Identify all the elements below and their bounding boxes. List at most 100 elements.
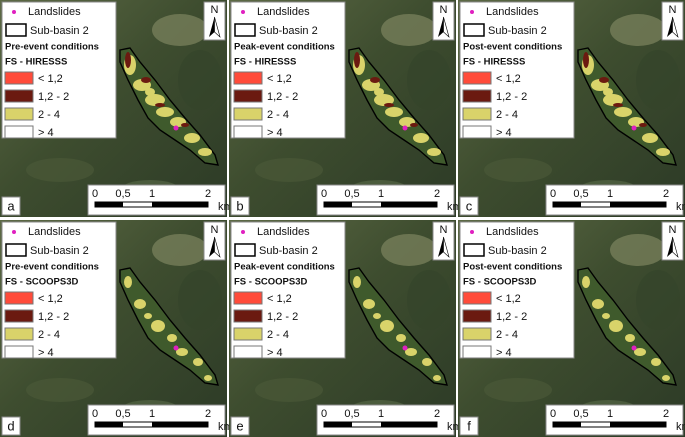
scale-label: 0 bbox=[321, 408, 327, 420]
north-label: N bbox=[440, 4, 448, 16]
fs-patch bbox=[625, 334, 635, 342]
fs-patch bbox=[602, 313, 610, 319]
fs-patch bbox=[354, 52, 360, 68]
scale-label: 2 bbox=[205, 408, 211, 420]
sub-basin-area bbox=[577, 267, 677, 386]
fs-patch bbox=[176, 348, 188, 356]
fs-patch bbox=[184, 133, 200, 143]
legend-class-label: > 4 bbox=[267, 127, 283, 139]
north-arrow bbox=[443, 236, 450, 258]
terrain-patch bbox=[407, 270, 451, 330]
scale-box bbox=[87, 184, 226, 216]
scale-bar-segment bbox=[553, 422, 581, 427]
scale-unit: km bbox=[676, 421, 685, 433]
scale-label: 0 bbox=[321, 188, 327, 200]
legend-swatch bbox=[4, 89, 34, 103]
landslide-symbol bbox=[12, 10, 16, 14]
terrain-patch bbox=[26, 158, 94, 182]
fs-patch bbox=[374, 88, 384, 96]
terrain-patch bbox=[484, 378, 552, 402]
landslide-point bbox=[173, 125, 179, 131]
model-title: FS - HIRESSS bbox=[463, 57, 525, 68]
scale-label: 1 bbox=[149, 408, 155, 420]
legend-sub-basin: Sub-basin 2 bbox=[488, 245, 547, 257]
scale-label: 2 bbox=[205, 188, 211, 200]
legend-swatch bbox=[462, 125, 492, 139]
panel-letter-box bbox=[230, 196, 250, 216]
scale-label: 0,5 bbox=[115, 188, 130, 200]
legend-class-label: > 4 bbox=[496, 347, 512, 359]
legend-sub-basin: Sub-basin 2 bbox=[259, 25, 318, 37]
panel-letter-box bbox=[230, 416, 250, 436]
legend-class-label: < 1,2 bbox=[38, 73, 63, 85]
landslide-symbol bbox=[470, 10, 474, 14]
legend-sub-basin: Sub-basin 2 bbox=[30, 245, 89, 257]
legend-swatch bbox=[233, 107, 263, 121]
terrain-patch bbox=[255, 158, 323, 182]
fs-patch bbox=[396, 334, 406, 342]
sub-basin-symbol bbox=[234, 23, 256, 37]
legend-swatch bbox=[462, 89, 492, 103]
panel-letter: e bbox=[236, 418, 243, 433]
legend-class-label: 2 - 4 bbox=[496, 329, 518, 341]
fs-patch bbox=[413, 133, 429, 143]
fs-patch bbox=[634, 348, 646, 356]
legend-swatch bbox=[462, 345, 492, 359]
landslide-point bbox=[631, 345, 637, 351]
panel-letter-box bbox=[459, 416, 479, 436]
panel-letter-box bbox=[1, 196, 21, 216]
fs-patch bbox=[155, 103, 165, 107]
legend-swatch bbox=[462, 291, 492, 305]
fs-patch bbox=[613, 103, 623, 107]
condition-title: Peak-event conditions bbox=[234, 262, 335, 273]
scale-label: 0 bbox=[92, 408, 98, 420]
terrain-patch bbox=[152, 234, 208, 266]
north-arrow bbox=[672, 16, 679, 38]
north-label: N bbox=[669, 4, 677, 16]
fs-patch bbox=[422, 358, 432, 366]
scale-box bbox=[545, 184, 684, 216]
scale-label: 0 bbox=[550, 408, 556, 420]
panel-letter: f bbox=[467, 418, 471, 433]
north-arrow bbox=[438, 17, 444, 37]
legend-class-label: 2 - 4 bbox=[267, 109, 289, 121]
north-arrow bbox=[443, 16, 450, 38]
legend-swatch bbox=[233, 345, 263, 359]
map-panel: Landslides Sub-basin 2 Pre-event condition… bbox=[0, 0, 233, 217]
scale-label: 0,5 bbox=[573, 188, 588, 200]
fs-patch bbox=[614, 107, 632, 117]
fs-patch bbox=[134, 299, 146, 309]
fs-patch bbox=[609, 320, 623, 332]
sub-basin-symbol bbox=[463, 23, 485, 37]
scale-label: 0,5 bbox=[573, 408, 588, 420]
fs-patch bbox=[433, 375, 441, 381]
terrain-patch bbox=[381, 234, 437, 266]
legend-sub-basin: Sub-basin 2 bbox=[30, 25, 89, 37]
fs-patch bbox=[198, 148, 212, 156]
terrain-patch bbox=[407, 50, 451, 110]
landslide-point bbox=[631, 125, 637, 131]
landslide-symbol bbox=[241, 10, 245, 14]
scale-bar-segment bbox=[381, 422, 437, 427]
scale-bar-segment bbox=[324, 422, 352, 427]
legend-class-label: 2 - 4 bbox=[496, 109, 518, 121]
north-arrow bbox=[214, 236, 221, 258]
legend-class-label: 1,2 - 2 bbox=[496, 91, 527, 103]
legend-swatch bbox=[4, 71, 34, 85]
fs-patch bbox=[583, 52, 589, 68]
fs-patch bbox=[193, 358, 203, 366]
scale-box bbox=[545, 404, 684, 436]
north-arrow bbox=[209, 17, 215, 37]
scale-bar-segment bbox=[610, 202, 666, 207]
landslide-point bbox=[402, 345, 408, 351]
sub-basin-symbol bbox=[5, 23, 27, 37]
landslide-symbol bbox=[241, 230, 245, 234]
fs-patch bbox=[582, 276, 590, 288]
scale-bar-segment bbox=[152, 422, 208, 427]
scale-bar-segment bbox=[381, 202, 437, 207]
north-label: N bbox=[669, 224, 677, 236]
legend-landslides: Landslides bbox=[486, 6, 539, 18]
legend-swatch bbox=[462, 327, 492, 341]
